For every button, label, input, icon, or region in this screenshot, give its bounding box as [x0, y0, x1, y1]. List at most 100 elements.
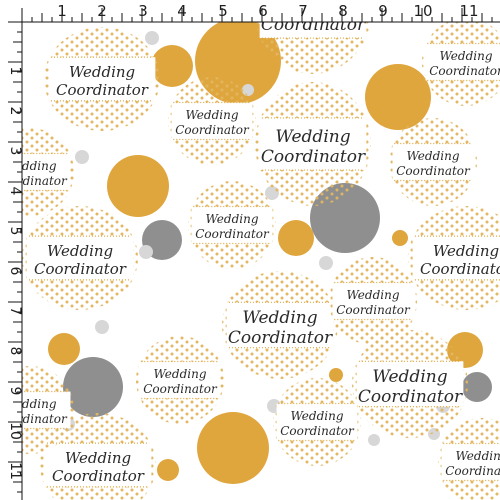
badge-label-band — [356, 361, 464, 407]
top-ruler-label: 6 — [258, 2, 268, 20]
badge-text-line-1: Wedding — [205, 212, 258, 226]
badge-label-band — [259, 117, 367, 171]
badge-label-band — [44, 443, 152, 487]
left-ruler-background — [0, 0, 22, 500]
top-ruler-label: 4 — [177, 2, 187, 20]
badge-text-line-2: Coordinator — [261, 147, 366, 167]
gold-circle — [157, 459, 179, 481]
top-ruler-label: 11 — [459, 2, 478, 20]
badge-text-line-1: Wedding — [455, 449, 500, 463]
left-ruler-label: 4 — [7, 187, 23, 196]
top-ruler-label: 8 — [338, 2, 348, 20]
badge-label-band — [332, 282, 414, 320]
top-ruler-label: 10 — [413, 2, 432, 20]
left-ruler-label: 7 — [7, 307, 23, 316]
background-circles-layer — [48, 18, 492, 484]
left-ruler-label: 1 — [7, 67, 23, 76]
badge-text-line-1: Wedding — [153, 367, 206, 381]
gold-circle — [278, 220, 314, 256]
badge-text-line-2: Coordinator — [175, 123, 250, 137]
top-ruler-label: 5 — [218, 2, 228, 20]
badge-text-line-2: Coordinator — [228, 328, 333, 348]
badge-text-line-1: Wedding — [406, 149, 459, 163]
gold-circle — [48, 333, 80, 365]
badge-text-line-1: Wedding — [372, 367, 447, 387]
badge-label-band — [276, 403, 358, 441]
gold-circle — [107, 155, 169, 217]
badge-text-line-1: Wedding — [65, 449, 131, 467]
gold-circle — [151, 45, 193, 87]
left-ruler-label: 3 — [7, 147, 23, 156]
badge-text-line-2: Coordinator — [280, 424, 355, 438]
top-ruler-label: 7 — [298, 2, 308, 20]
left-ruler-label: 10 — [7, 422, 23, 440]
badge-text-line-1: Wedding — [69, 63, 135, 81]
badge-label-band — [48, 57, 156, 101]
top-ruler-label: 2 — [97, 2, 107, 20]
light-gray-circle — [145, 31, 159, 45]
light-gray-circle — [95, 320, 109, 334]
badge-text-line-1: Wedding — [433, 242, 499, 260]
gray-circle — [63, 357, 123, 417]
top-ruler-label: 9 — [378, 2, 388, 20]
badge-text-line-2: Coordinator — [56, 81, 149, 99]
left-ruler-label: 8 — [7, 347, 23, 356]
top-ruler-label: 3 — [138, 2, 148, 20]
badge-text-line-2: Coordinator — [34, 260, 127, 278]
left-ruler-label: 2 — [7, 107, 23, 116]
badge-text-line-2: Coordinator — [336, 303, 411, 317]
top-ruler-background — [0, 0, 500, 22]
gold-circle — [197, 412, 269, 484]
badge-label-band — [441, 443, 500, 481]
gold-circle — [329, 368, 343, 382]
gold-circle — [365, 64, 431, 130]
light-gray-circle — [368, 434, 380, 446]
badge-text-line-1: Wedding — [439, 49, 492, 63]
left-ruler-label: 5 — [7, 227, 23, 236]
badge-text-line-2: Coordinator — [420, 260, 500, 278]
badge-text-line-1: Wedding — [242, 308, 317, 328]
gold-circle — [392, 230, 408, 246]
badge-text-line-1: Wedding — [185, 108, 238, 122]
badge-label-band — [171, 102, 253, 140]
badge-label-band — [412, 236, 500, 280]
badge-label-band — [26, 236, 134, 280]
badge-text-line-2: Coordinator — [396, 164, 471, 178]
badge-text-line-1: Wedding — [47, 242, 113, 260]
badge-label-band — [425, 43, 500, 81]
badge-text-line-1: Wedding — [275, 127, 350, 147]
light-gray-circle — [139, 245, 153, 259]
badge-text-line-2: Coordinator — [52, 467, 145, 485]
badge-text-line-1: Wedding — [290, 409, 343, 423]
badge-text-line-1: Wedding — [346, 288, 399, 302]
light-gray-circle — [75, 150, 89, 164]
gray-circle — [462, 372, 492, 402]
badge-text-line-2: Coordinator — [195, 227, 270, 241]
badge-label-band — [226, 302, 334, 348]
top-ruler-label: 1 — [57, 2, 67, 20]
badge-text-line-2: Coordinator — [358, 387, 463, 407]
badge-text-line-2: Coordinator — [445, 464, 500, 478]
badge-label-band — [139, 361, 221, 399]
badge-text-line-2: Coordinator — [429, 64, 500, 78]
badge-label-band — [392, 143, 474, 181]
badge-text-line-2: Coordinator — [143, 382, 218, 396]
